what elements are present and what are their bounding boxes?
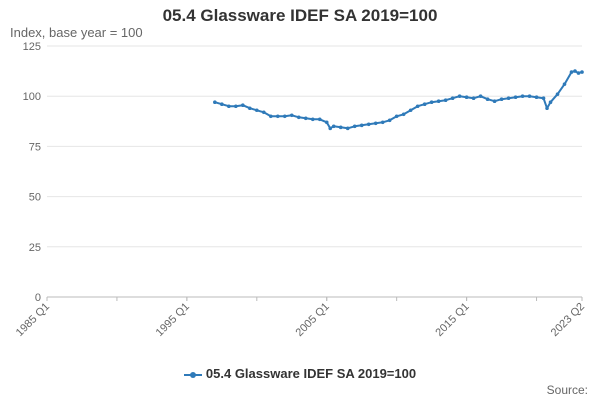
data-point-0-42	[499, 97, 504, 102]
data-point-0-33	[436, 99, 441, 104]
y-axis-subtitle: Index, base year = 100	[10, 25, 143, 40]
data-point-0-56	[580, 70, 584, 74]
data-point-0-23	[366, 122, 371, 127]
data-point-0-21	[352, 124, 357, 129]
data-point-0-12	[296, 115, 301, 120]
x-tick-label-3: 2015 Q1	[433, 301, 471, 339]
legend-dot-icon	[189, 371, 196, 378]
data-point-0-8	[268, 114, 273, 119]
data-point-0-36	[457, 94, 462, 98]
data-point-0-5	[248, 106, 252, 111]
data-point-0-28	[401, 112, 406, 117]
data-point-0-45	[520, 94, 525, 98]
data-point-0-17	[328, 126, 333, 131]
data-point-0-48	[541, 96, 546, 101]
data-point-0-6	[255, 108, 259, 113]
data-point-0-44	[513, 95, 518, 100]
x-tick-label-2: 2005 Q1	[294, 301, 332, 339]
data-point-0-9	[275, 114, 280, 119]
data-point-0-46	[527, 94, 532, 98]
data-point-0-39	[478, 94, 483, 98]
data-point-0-25	[380, 120, 385, 125]
data-point-0-54	[573, 69, 577, 73]
data-point-0-31	[422, 102, 427, 107]
data-point-0-22	[359, 123, 364, 128]
data-point-0-41	[492, 99, 497, 104]
data-point-0-10	[282, 114, 287, 119]
data-point-0-7	[261, 110, 266, 115]
data-point-0-32	[429, 100, 434, 105]
data-point-0-38	[471, 96, 476, 101]
data-point-0-14	[310, 117, 315, 122]
legend-label: 05.4 Glassware IDEF SA 2019=100	[205, 366, 417, 381]
y-tick-label-0: 0	[35, 292, 41, 304]
data-point-0-47	[534, 95, 539, 100]
data-point-0-30	[415, 104, 420, 109]
y-tick-label-25: 25	[29, 242, 41, 254]
data-point-0-0	[213, 100, 217, 105]
y-tick-label-75: 75	[29, 141, 41, 153]
data-point-0-3	[234, 104, 238, 109]
data-point-0-51	[555, 92, 560, 96]
data-point-0-15	[317, 117, 322, 122]
chart-title: 05.4 Glassware IDEF SA 2019=100	[162, 6, 438, 25]
data-point-0-11	[289, 113, 294, 118]
legend-line-icon	[183, 371, 202, 378]
y-tick-label-50: 50	[29, 192, 41, 204]
data-point-0-1	[220, 102, 224, 107]
data-point-0-20	[345, 126, 350, 131]
data-point-0-49	[545, 106, 549, 111]
data-point-0-27	[394, 114, 399, 119]
data-point-0-13	[303, 116, 308, 121]
data-point-0-18	[331, 124, 336, 129]
data-point-0-4	[241, 103, 245, 108]
data-point-0-43	[506, 96, 511, 101]
x-tick-label-0: 1985 Q1	[14, 301, 52, 339]
x-tick-label-1: 1995 Q1	[154, 301, 192, 339]
data-point-0-19	[338, 125, 343, 130]
data-point-0-24	[373, 121, 378, 126]
y-tick-label-125: 125	[23, 41, 41, 53]
data-point-0-37	[464, 95, 469, 100]
data-point-0-55	[576, 71, 581, 75]
data-point-0-34	[443, 98, 448, 103]
y-tick-label-100: 100	[23, 91, 41, 103]
data-point-0-40	[485, 97, 490, 102]
data-point-0-26	[387, 118, 392, 123]
data-point-0-35	[450, 96, 455, 101]
data-point-0-16	[324, 120, 329, 125]
legend[interactable]: 05.4 Glassware IDEF SA 2019=100	[0, 366, 600, 381]
x-tick-label-4: 2023 Q2	[549, 301, 587, 339]
data-point-0-2	[227, 104, 231, 109]
data-point-0-29	[408, 108, 413, 113]
data-point-0-53	[569, 70, 574, 74]
data-point-0-52	[562, 82, 567, 86]
source-label: Source:	[546, 383, 588, 397]
data-point-0-50	[548, 100, 553, 105]
series-line-0	[214, 70, 583, 130]
